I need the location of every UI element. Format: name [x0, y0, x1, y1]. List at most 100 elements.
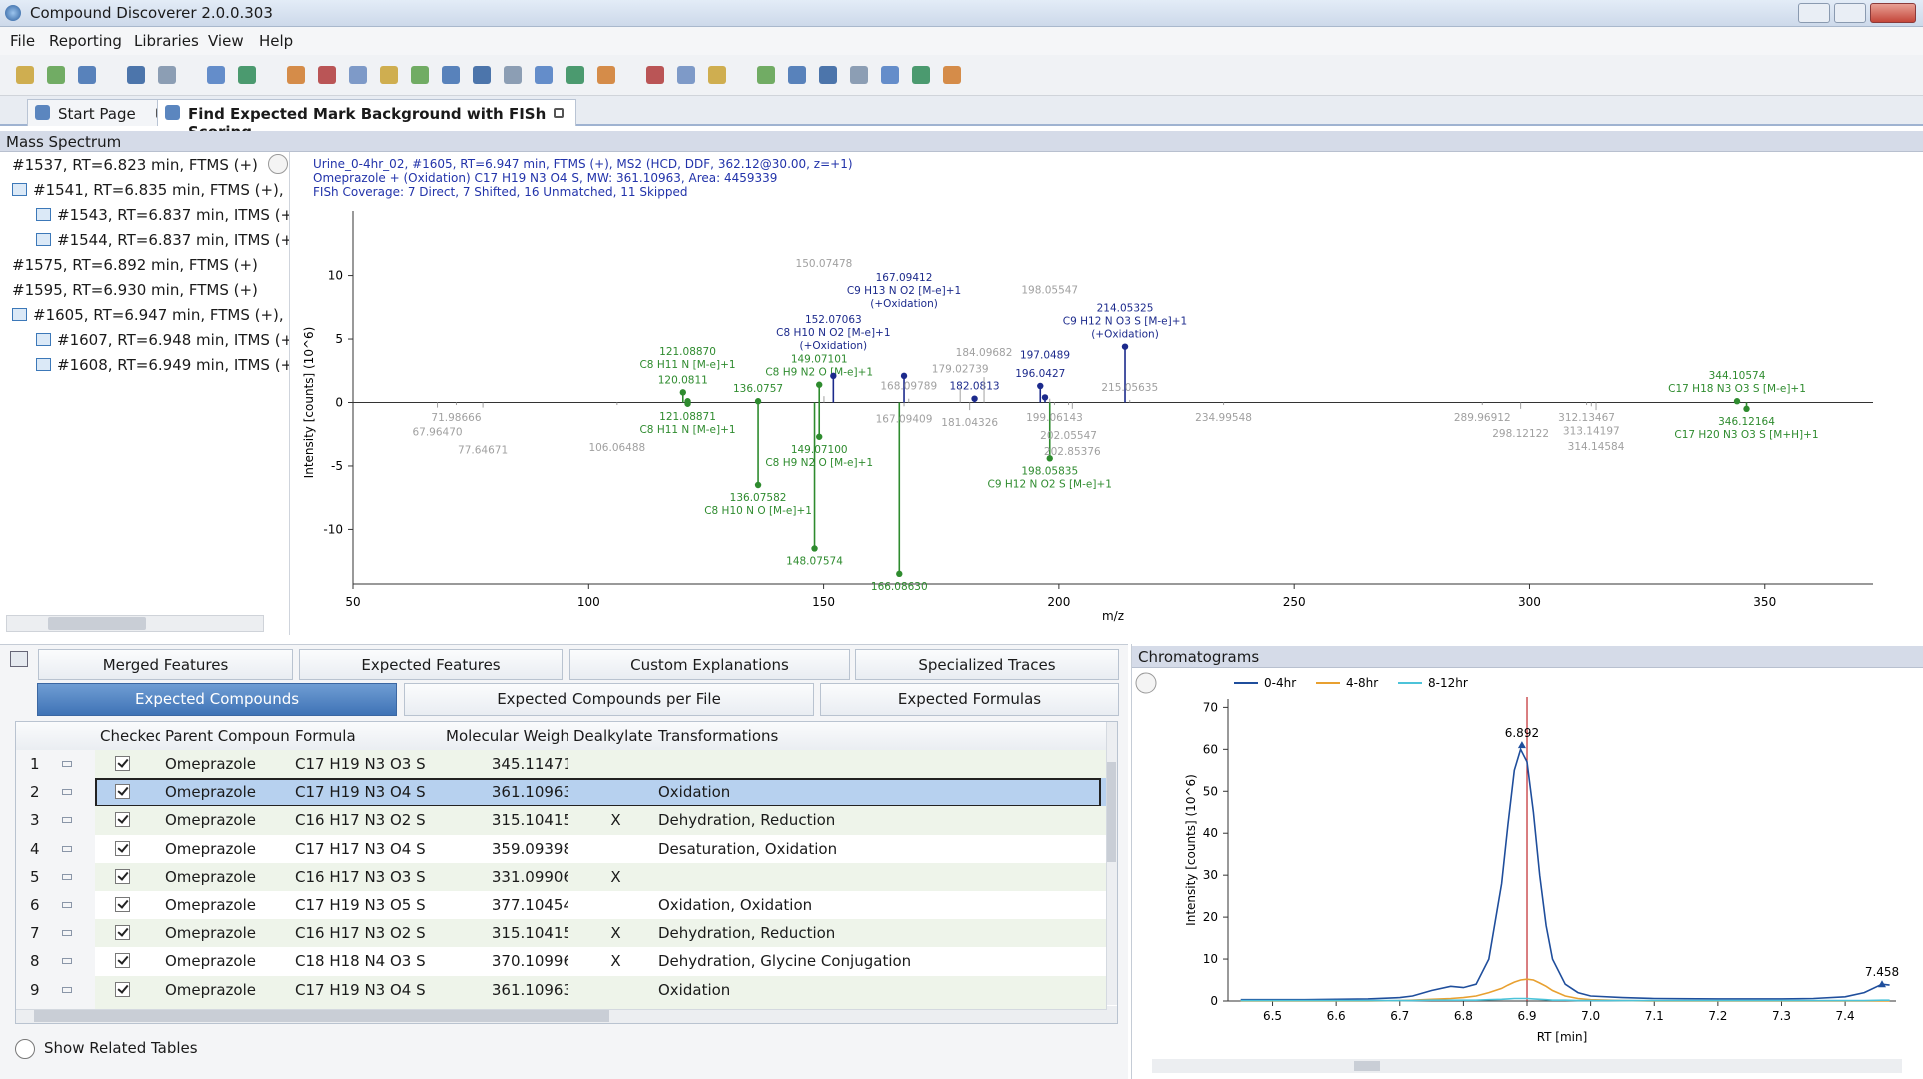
checkbox[interactable]	[115, 925, 130, 941]
collapse-button[interactable]	[268, 154, 288, 174]
pin-icon[interactable]	[62, 873, 72, 880]
scan-item[interactable]: #1575, RT=6.892 min, FTMS (+)	[12, 256, 258, 274]
toolbar-button[interactable]	[411, 66, 429, 84]
pin-icon[interactable]	[62, 845, 72, 852]
toolbar	[0, 55, 1923, 96]
result-tab[interactable]: Expected Compounds	[37, 683, 397, 716]
result-tab[interactable]: Specialized Traces	[855, 649, 1119, 680]
result-tab[interactable]: Expected Features	[299, 649, 563, 680]
peak-apex-marker	[1517, 741, 1526, 749]
scan-item[interactable]: #1544, RT=6.837 min, ITMS (+)	[36, 231, 289, 249]
restore-button[interactable]	[1834, 3, 1866, 23]
checkbox[interactable]	[115, 812, 130, 828]
h-scrollbar[interactable]	[1152, 1059, 1902, 1073]
toolbar-button[interactable]	[349, 66, 367, 84]
scan-label: #1607, RT=6.948 min, ITMS (+)	[57, 331, 290, 349]
checkbox[interactable]	[115, 953, 130, 969]
expand-button[interactable]	[15, 1039, 35, 1059]
peak-marker	[1743, 405, 1750, 413]
scan-item[interactable]: #1543, RT=6.837 min, ITMS (+)	[36, 206, 289, 224]
show-related-tables[interactable]: Show Related Tables	[44, 1039, 198, 1057]
menu-item[interactable]: Reporting	[49, 32, 122, 50]
check-mark	[117, 925, 129, 937]
toolbar-button[interactable]	[380, 66, 398, 84]
toolbar-button[interactable]	[442, 66, 460, 84]
y-tick-label: 0	[335, 396, 343, 410]
pin-icon[interactable]	[62, 761, 72, 767]
close-button[interactable]	[1870, 3, 1916, 23]
toolbar-button[interactable]	[16, 66, 34, 84]
toolbar-button[interactable]	[850, 66, 868, 84]
toolbar-button[interactable]	[597, 66, 615, 84]
toolbar-button[interactable]	[646, 66, 664, 84]
toolbar-button[interactable]	[207, 66, 225, 84]
pin-icon[interactable]	[62, 789, 72, 796]
result-tab[interactable]: Merged Features	[38, 649, 293, 680]
checkbox[interactable]	[115, 784, 130, 800]
checkbox[interactable]	[115, 981, 130, 997]
row-index: 9	[16, 975, 110, 1010]
result-tab[interactable]: Expected Compounds per File	[404, 683, 814, 716]
toolbar-button[interactable]	[287, 66, 305, 84]
toolbar-button[interactable]	[535, 66, 553, 84]
pin-icon[interactable]	[62, 986, 72, 993]
peak-label: 67.96470	[412, 427, 462, 439]
scan-item[interactable]: #1607, RT=6.948 min, ITMS (+)	[36, 331, 290, 349]
pin-icon[interactable]	[62, 958, 72, 965]
toolbar-button[interactable]	[912, 66, 930, 84]
scroll-thumb[interactable]	[48, 617, 146, 630]
pin-icon[interactable]	[62, 930, 72, 937]
menu-item[interactable]: Libraries	[134, 32, 199, 50]
toolbar-button[interactable]	[318, 66, 336, 84]
peak-label: 215.05635	[1101, 382, 1158, 394]
scan-item[interactable]: #1608, RT=6.949 min, ITMS (+)	[36, 356, 289, 374]
tab[interactable]: Start Page	[27, 99, 178, 126]
h-scroll-thumb[interactable]	[34, 1008, 609, 1022]
toolbar-button[interactable]	[708, 66, 726, 84]
scan-item[interactable]: #1605, RT=6.947 min, FTMS (+), M	[12, 306, 289, 324]
toolbar-button[interactable]	[757, 66, 775, 84]
y-tick-label: -10	[323, 522, 343, 536]
menu-item[interactable]: File	[10, 32, 36, 50]
results-table: Checked Parent Compound Formula Molecular W…	[15, 721, 1118, 1024]
scan-item[interactable]: #1595, RT=6.930 min, FTMS (+)	[12, 281, 258, 299]
check-mark	[117, 812, 129, 825]
toolbar-button[interactable]	[788, 66, 806, 84]
checkbox[interactable]	[115, 897, 130, 912]
scan-item[interactable]: #1537, RT=6.823 min, FTMS (+)	[12, 156, 258, 174]
toolbar-button[interactable]	[158, 66, 176, 84]
menu-item[interactable]: View	[208, 32, 244, 50]
toolbar-button[interactable]	[943, 66, 961, 84]
result-tab[interactable]: Custom Explanations	[569, 649, 850, 680]
scan-label: #1575, RT=6.892 min, FTMS (+)	[12, 256, 258, 274]
toolbar-button[interactable]	[504, 66, 522, 84]
result-tab[interactable]: Expected Formulas	[820, 683, 1119, 716]
tab-close[interactable]	[554, 108, 564, 118]
pin-icon[interactable]	[62, 817, 72, 824]
x-tick-label: 300	[1518, 595, 1541, 609]
checkbox[interactable]	[115, 868, 130, 884]
h-scroll-thumb[interactable]	[1354, 1061, 1380, 1071]
toolbar-button[interactable]	[473, 66, 491, 84]
toolbar-button[interactable]	[47, 66, 65, 84]
toolbar-button[interactable]	[78, 66, 96, 84]
toolbar-button[interactable]	[819, 66, 837, 84]
checkbox[interactable]	[115, 840, 130, 856]
peak-label: 148.07574	[786, 555, 843, 567]
toolbar-button[interactable]	[677, 66, 695, 84]
toolbar-button[interactable]	[127, 66, 145, 84]
tab[interactable]: Find Expected Mark Background with FISh …	[157, 99, 576, 141]
nav-button[interactable]	[1135, 672, 1157, 694]
menu-item[interactable]: Help	[259, 32, 294, 50]
toolbar-button[interactable]	[566, 66, 584, 84]
toolbar-button[interactable]	[881, 66, 899, 84]
scan-item[interactable]: #1541, RT=6.835 min, FTMS (+), M	[12, 181, 289, 199]
toolbar-button[interactable]	[238, 66, 256, 84]
peak-annotation: C8 H11 N [M-e]+1	[639, 424, 735, 436]
minimize-button[interactable]	[1798, 3, 1830, 23]
scan-list: #1537, RT=6.823 min, FTMS (+) #1541, RT=6…	[0, 152, 290, 635]
checkbox[interactable]	[115, 756, 130, 771]
peak-label: 196.0427	[1015, 368, 1065, 380]
table-icon[interactable]	[10, 651, 28, 667]
pin-icon[interactable]	[62, 902, 72, 908]
